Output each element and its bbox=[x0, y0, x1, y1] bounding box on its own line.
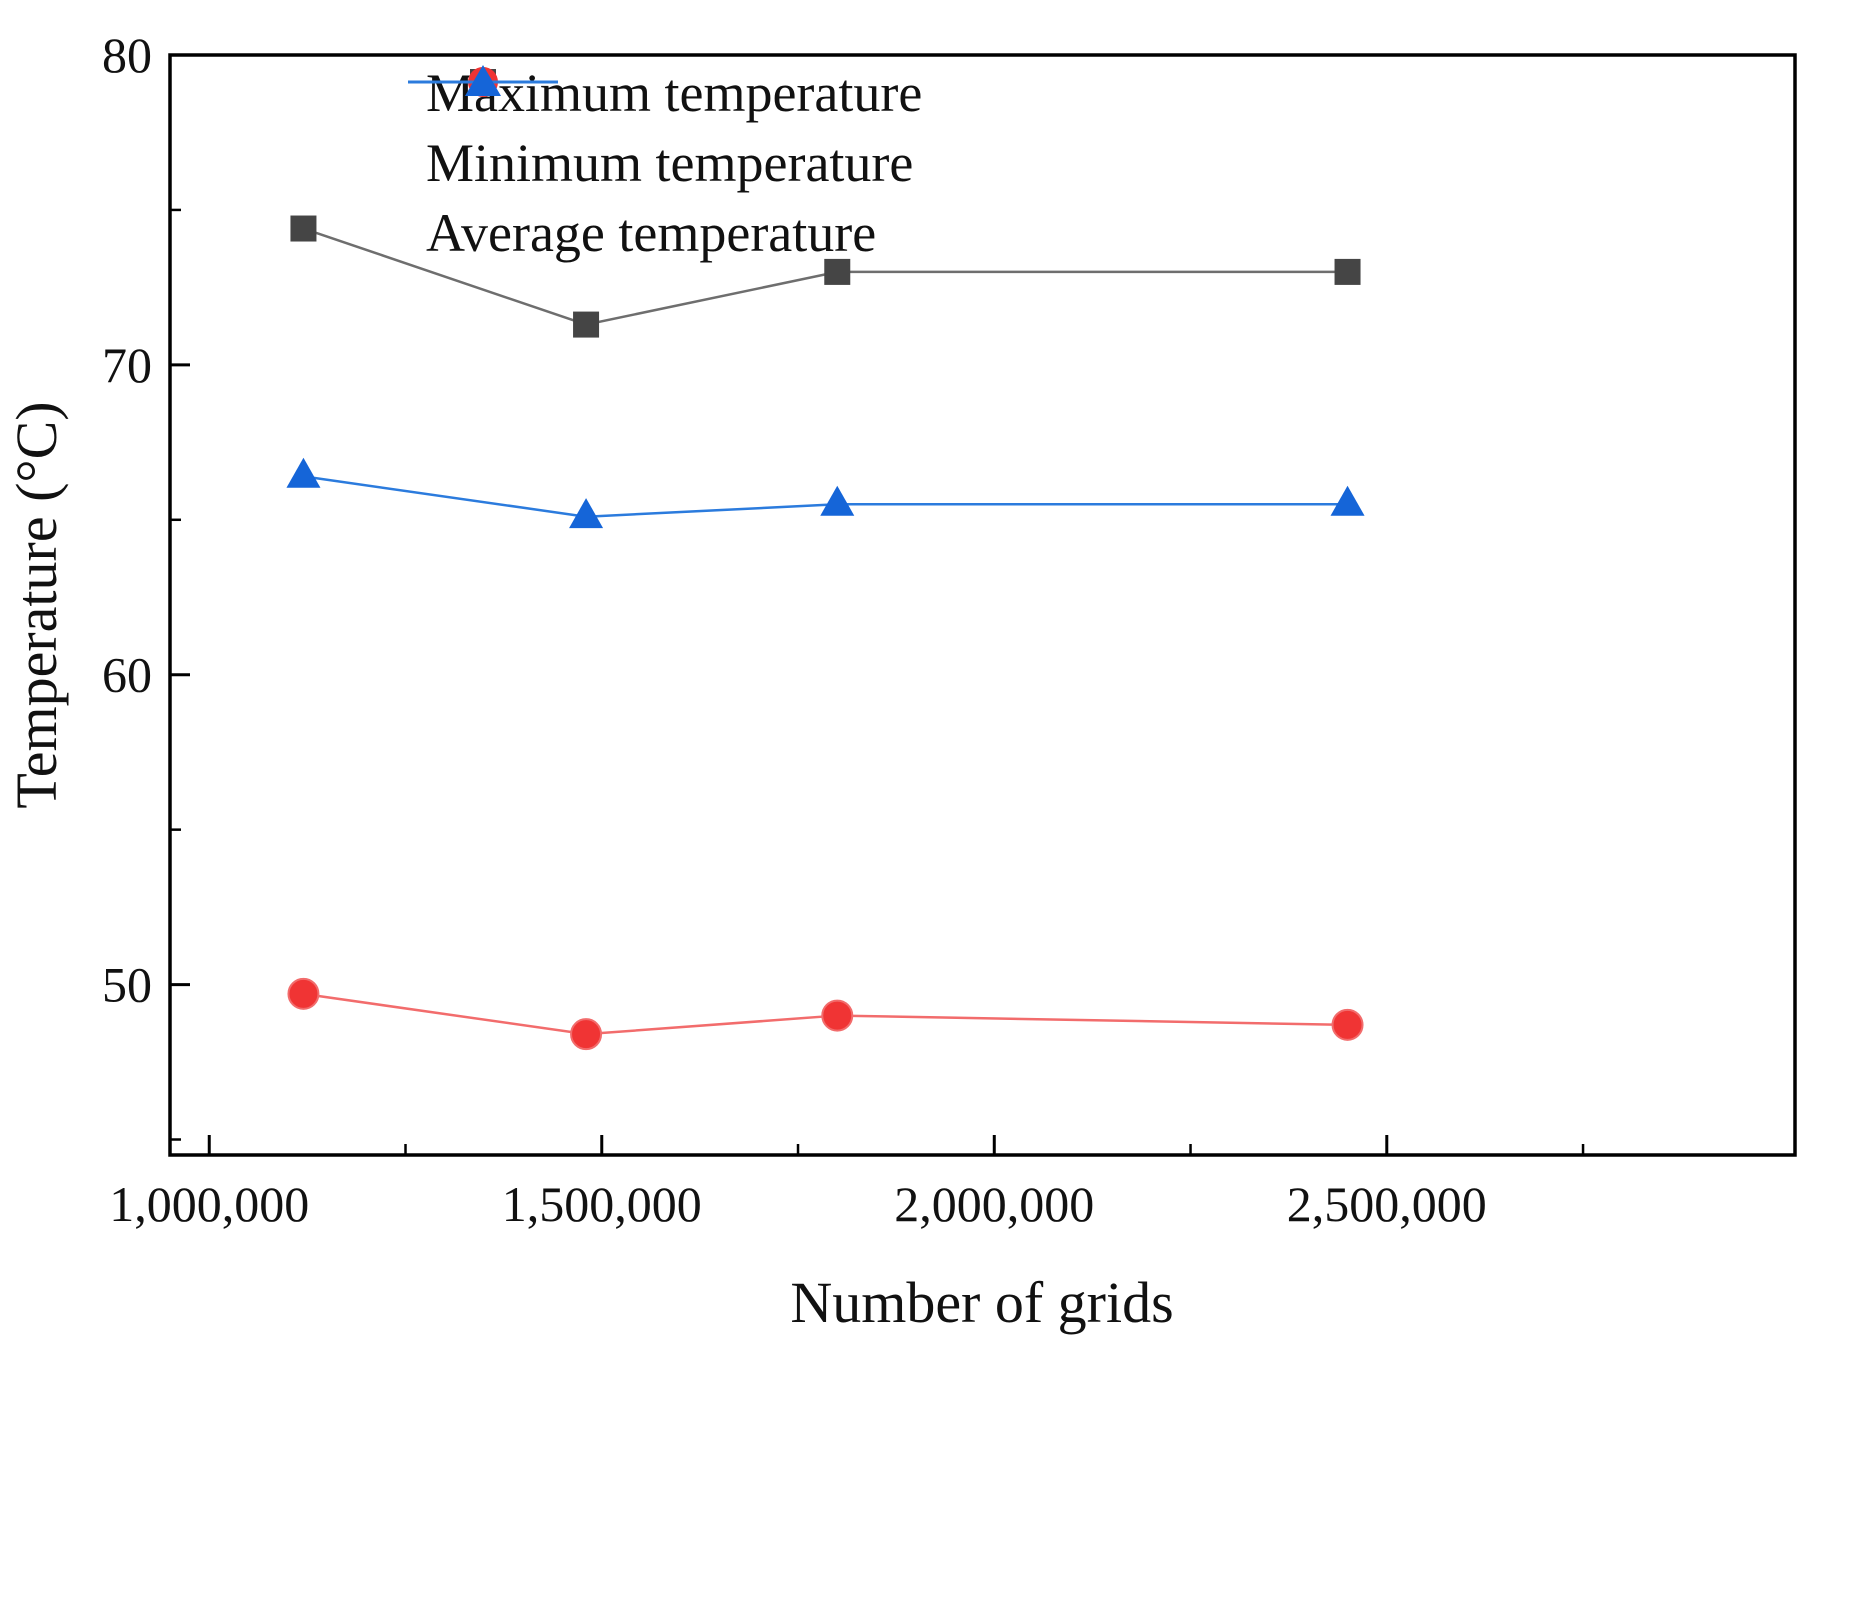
svg-text:80: 80 bbox=[102, 27, 152, 83]
svg-text:2,500,000: 2,500,000 bbox=[1287, 1176, 1487, 1232]
legend-label-maximum: Maximum temperature bbox=[426, 63, 923, 123]
svg-text:2,000,000: 2,000,000 bbox=[894, 1176, 1094, 1232]
legend: Maximum temperature Minimum temperature … bbox=[408, 62, 922, 264]
legend-label-average: Average temperature bbox=[426, 203, 877, 263]
legend-item-minimum: Minimum temperature bbox=[408, 67, 922, 194]
svg-text:1,500,000: 1,500,000 bbox=[502, 1176, 702, 1232]
svg-text:60: 60 bbox=[102, 647, 152, 703]
legend-label-minimum: Minimum temperature bbox=[426, 133, 914, 193]
legend-marker-triangle bbox=[465, 65, 501, 96]
legend-sample-average bbox=[408, 65, 558, 96]
svg-text:70: 70 bbox=[102, 337, 152, 393]
plot-layer: 1,000,000 1,500,000 2,000,000 2,500,000 50 60… bbox=[102, 27, 1797, 1232]
svg-text:50: 50 bbox=[102, 957, 152, 1013]
x-axis-title: Number of grids bbox=[790, 1270, 1173, 1335]
svg-text:1,000,000: 1,000,000 bbox=[109, 1176, 309, 1232]
legend-item-average: Average temperature bbox=[408, 65, 922, 264]
y-axis-title: Temperature (°C) bbox=[4, 401, 69, 808]
